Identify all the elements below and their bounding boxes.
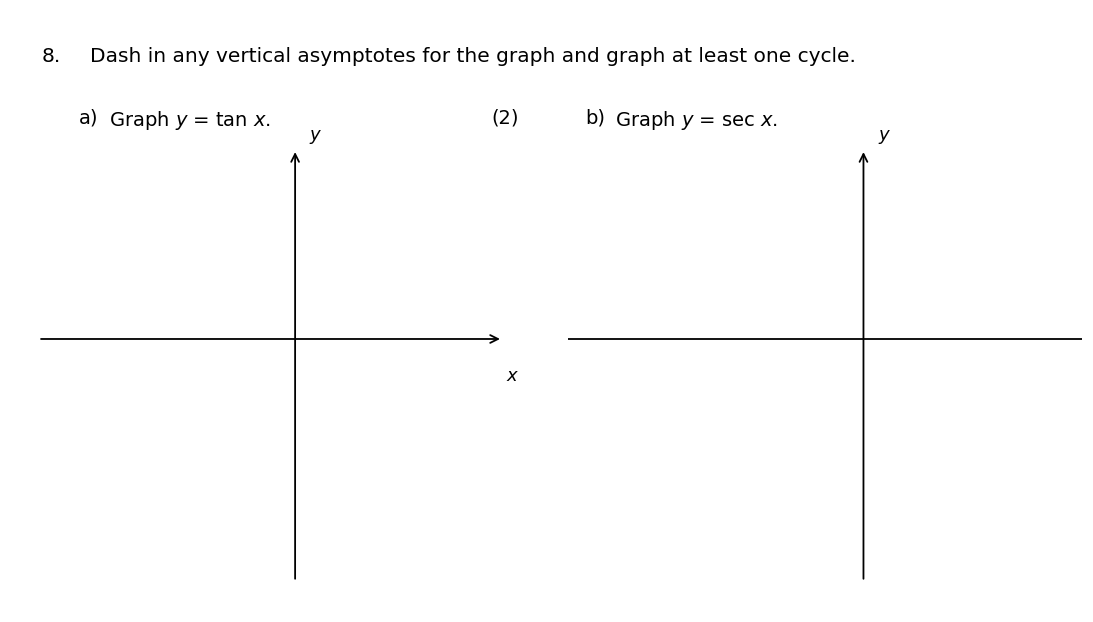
Text: Graph $y$ = sec $x$.: Graph $y$ = sec $x$. bbox=[615, 109, 778, 132]
Text: (2): (2) bbox=[492, 109, 519, 128]
Text: $y$: $y$ bbox=[309, 128, 322, 146]
Text: 8.: 8. bbox=[42, 47, 61, 66]
Text: Graph $y$ = tan $x$.: Graph $y$ = tan $x$. bbox=[109, 109, 271, 132]
Text: b): b) bbox=[585, 109, 604, 128]
Text: Dash in any vertical asymptotes for the graph and graph at least one cycle.: Dash in any vertical asymptotes for the … bbox=[90, 47, 856, 66]
Text: $y$: $y$ bbox=[878, 128, 891, 146]
Text: a): a) bbox=[79, 109, 98, 128]
Text: $x$: $x$ bbox=[506, 367, 519, 385]
